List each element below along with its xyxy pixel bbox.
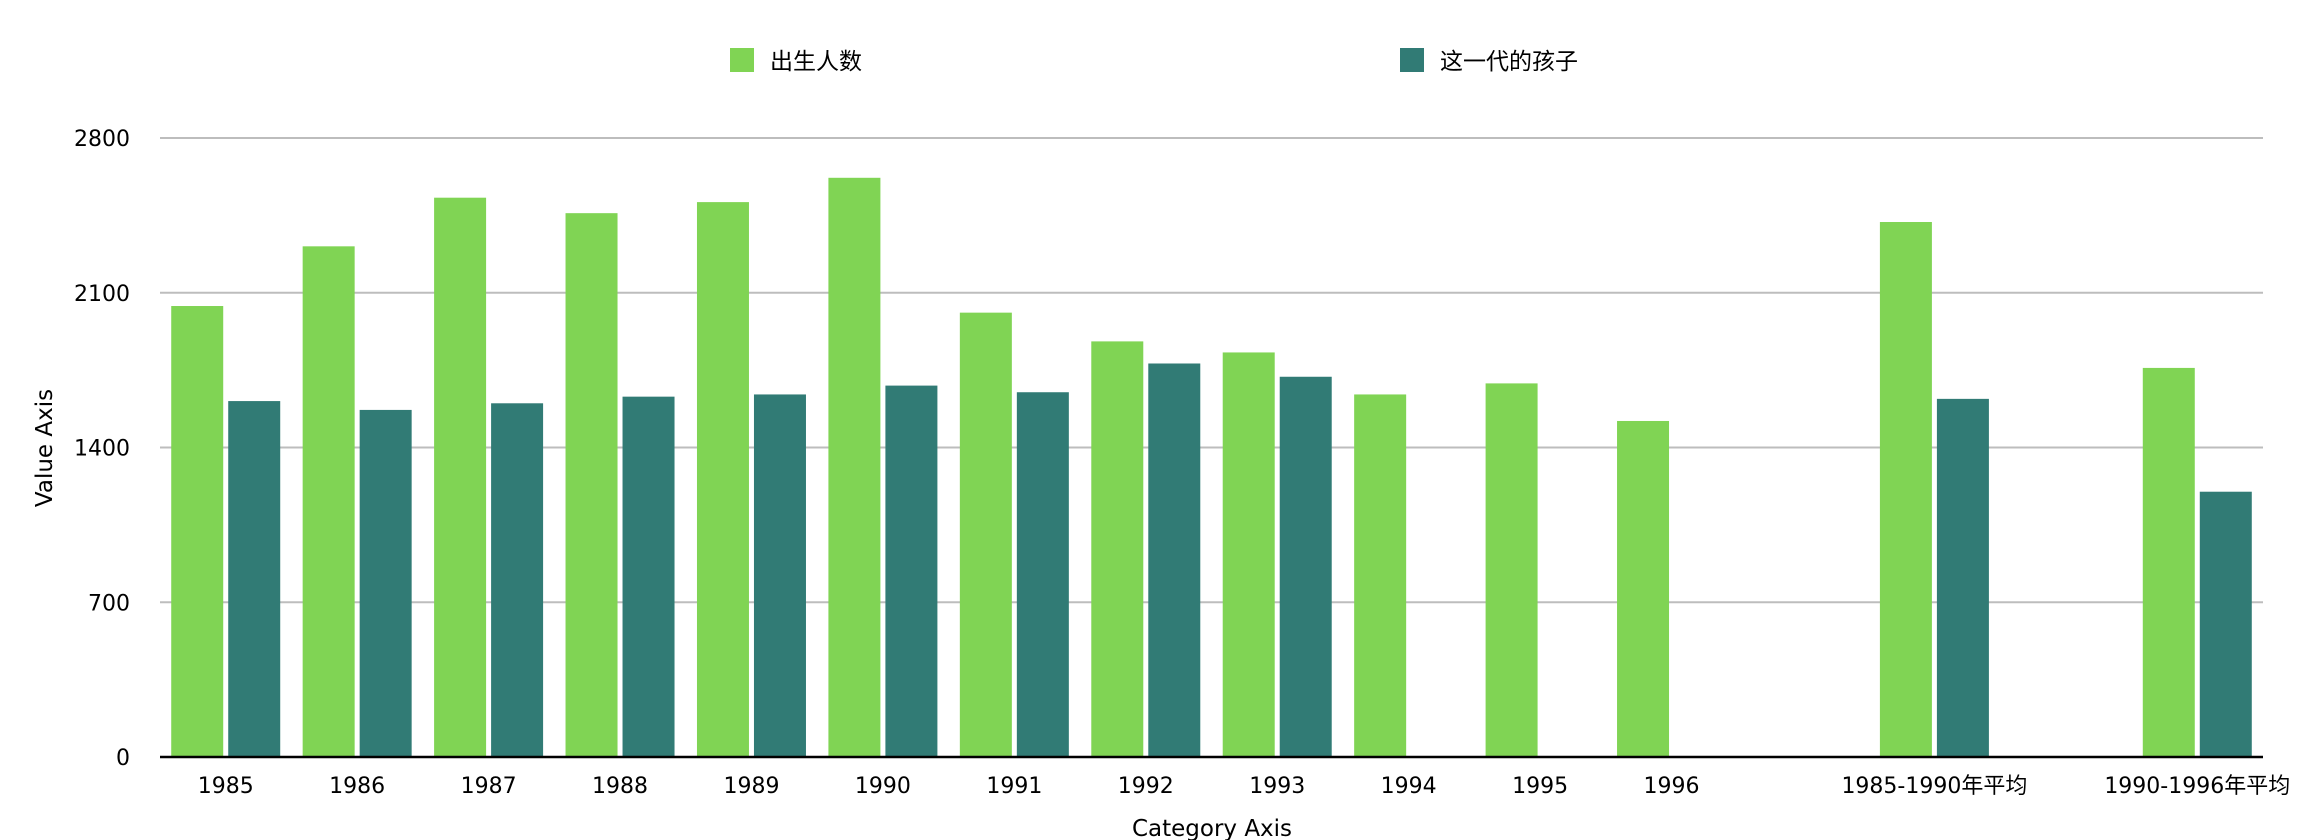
bar-series-1 xyxy=(696,202,749,757)
x-tick-label: 1995 xyxy=(1512,774,1568,799)
x-tick-label: 1993 xyxy=(1249,774,1305,799)
bar-series-1 xyxy=(1879,222,1932,757)
x-tick-label: 1992 xyxy=(1118,774,1174,799)
bar-series-1 xyxy=(1354,394,1407,757)
x-tick-label: 1987 xyxy=(461,774,517,799)
y-tick-label: 0 xyxy=(116,746,130,771)
bar-series-2 xyxy=(2199,491,2252,757)
x-tick-label: 1985-1990年平均 xyxy=(1841,774,2027,799)
x-tick-label: 1988 xyxy=(592,774,648,799)
legend-label: 这一代的孩子 xyxy=(1440,49,1578,75)
x-tick-label: 1994 xyxy=(1381,774,1437,799)
legend-label: 出生人数 xyxy=(770,49,862,75)
bar-series-2 xyxy=(1936,398,1989,757)
y-axis-title: Value Axis xyxy=(32,389,58,507)
bar-series-1 xyxy=(434,197,487,758)
bar-series-1 xyxy=(302,246,355,757)
bar-series-2 xyxy=(753,394,806,757)
bar-series-1 xyxy=(2142,367,2195,757)
x-tick-label: 1985 xyxy=(198,774,254,799)
legend-swatch xyxy=(1400,48,1424,72)
x-tick-labels: 1985 1986 1987 1988 1989 1990 1991 1992 1993 1994… xyxy=(198,774,2291,799)
bar-series-1 xyxy=(959,312,1012,757)
bar-series-1 xyxy=(565,213,618,757)
legend-swatch xyxy=(730,48,754,72)
bar-series-2 xyxy=(228,401,281,757)
x-tick-label: 1990-1996年平均 xyxy=(2104,774,2290,799)
x-tick-label: 1991 xyxy=(986,774,1042,799)
x-tick-label: 1989 xyxy=(723,774,779,799)
y-tick-label: 2100 xyxy=(74,282,130,307)
bar-series-2 xyxy=(1279,376,1332,757)
y-tick-labels: 0 700 1400 2100 2800 xyxy=(74,127,130,771)
x-tick-label: 1990 xyxy=(855,774,911,799)
bar-series-2 xyxy=(359,409,412,757)
bar-series-1 xyxy=(1222,352,1275,757)
x-tick-label: 1986 xyxy=(329,774,385,799)
bar-series-2 xyxy=(622,396,675,757)
bars xyxy=(171,177,2252,758)
y-tick-label: 1400 xyxy=(74,437,130,462)
bar-series-1 xyxy=(1091,341,1144,757)
bar-series-1 xyxy=(171,306,224,757)
bar-series-2 xyxy=(491,403,544,757)
bar-series-1 xyxy=(1485,383,1538,757)
bar-series-2 xyxy=(1148,363,1201,757)
x-tick-label: 1996 xyxy=(1644,774,1700,799)
bar-series-2 xyxy=(885,385,938,757)
y-tick-label: 2800 xyxy=(74,127,130,152)
bar-series-1 xyxy=(828,177,881,758)
bar-series-1 xyxy=(1617,420,1670,757)
y-tick-label: 700 xyxy=(88,591,130,616)
bar-series-2 xyxy=(1016,392,1069,757)
x-axis-title: Category Axis xyxy=(1132,816,1292,840)
legend: 出生人数 这一代的孩子 xyxy=(730,48,1578,75)
